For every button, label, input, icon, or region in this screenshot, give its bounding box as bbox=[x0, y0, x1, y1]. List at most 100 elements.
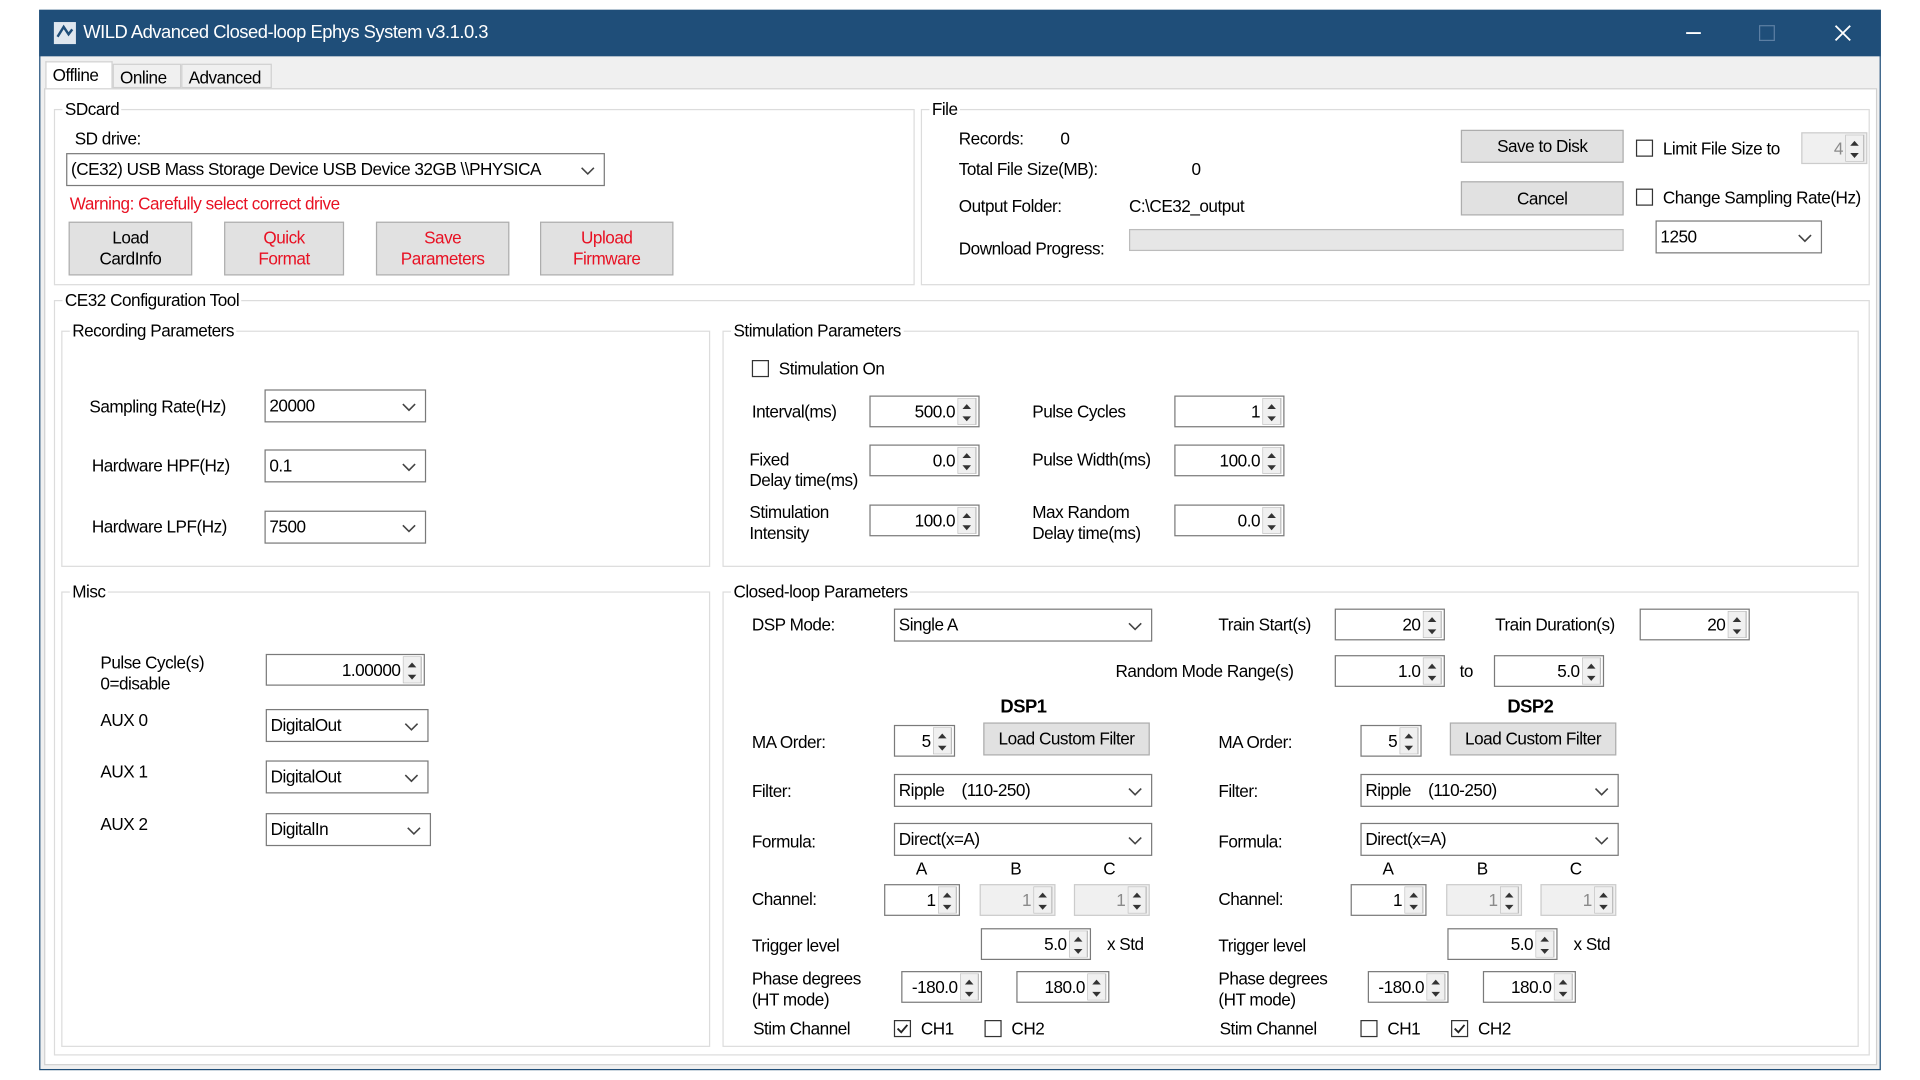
label: x Std bbox=[1106, 933, 1144, 954]
spin-value: 0.0 bbox=[1237, 510, 1261, 530]
label: Fixed Delay time(ms) bbox=[749, 448, 858, 490]
group-box bbox=[722, 591, 1859, 1047]
spin-box[interactable]: 1 bbox=[1174, 395, 1285, 428]
combo-box[interactable]: DigitalOut bbox=[265, 708, 429, 743]
combo-box[interactable]: 0.1 bbox=[264, 449, 427, 483]
spin-box[interactable]: 180.0 bbox=[1482, 971, 1576, 1003]
label: Formula: bbox=[1218, 830, 1283, 851]
button[interactable]: Load CardInfo bbox=[68, 221, 193, 276]
label: Random Mode Range(s) bbox=[1115, 660, 1294, 681]
spin-value: 1 bbox=[1488, 889, 1499, 910]
checkbox[interactable] bbox=[1635, 139, 1654, 157]
label: to bbox=[1459, 660, 1474, 681]
spin-box[interactable]: 1 bbox=[1540, 884, 1617, 916]
spin-value: 5 bbox=[921, 730, 932, 751]
button[interactable]: Upload Firmware bbox=[540, 221, 674, 276]
spin-box[interactable]: 4 bbox=[1801, 132, 1868, 165]
spin-box[interactable]: 1 bbox=[979, 884, 1056, 916]
label: Trigger level bbox=[1218, 934, 1306, 955]
spin-box[interactable]: 5 bbox=[893, 724, 956, 757]
combo-box[interactable]: DigitalIn bbox=[265, 813, 432, 847]
spin-value: 1 bbox=[1393, 889, 1403, 910]
checkbox[interactable] bbox=[1635, 188, 1654, 206]
spin-box[interactable]: 1.00000 bbox=[265, 653, 425, 686]
spin-box[interactable]: 1 bbox=[1350, 884, 1427, 916]
label: Total File Size(MB): bbox=[958, 158, 1098, 179]
label: SD drive: bbox=[74, 127, 142, 148]
button[interactable]: Load Custom Filter bbox=[983, 722, 1150, 756]
combo-box[interactable]: Direct(x=A) bbox=[893, 822, 1153, 856]
button[interactable]: Cancel bbox=[1460, 181, 1624, 216]
combo-text: Direct(x=A) bbox=[1365, 828, 1447, 849]
combo-box[interactable]: Direct(x=A) bbox=[1360, 822, 1619, 856]
combo-text: 0.1 bbox=[269, 455, 292, 476]
column-header: A bbox=[915, 857, 927, 878]
checkbox[interactable] bbox=[984, 1020, 1002, 1038]
spin-box[interactable]: 5 bbox=[1360, 724, 1422, 757]
combo-box[interactable]: (CE32) USB Mass Storage Device USB Devic… bbox=[66, 153, 605, 187]
label: Train Start(s) bbox=[1218, 614, 1311, 634]
spin-box[interactable]: 0.0 bbox=[1174, 504, 1285, 537]
combo-text: Ripple (110-250) bbox=[1365, 780, 1497, 800]
spin-value: 1 bbox=[1250, 401, 1261, 421]
spin-box[interactable]: 1 bbox=[884, 884, 961, 916]
spin-value: 1.0 bbox=[1398, 660, 1421, 681]
label: Hardware LPF(Hz) bbox=[91, 516, 228, 536]
label: Trigger level bbox=[751, 934, 840, 955]
button[interactable]: Save to Disk bbox=[1460, 129, 1624, 163]
checkbox[interactable] bbox=[751, 360, 769, 378]
button[interactable]: Load Custom Filter bbox=[1449, 722, 1617, 756]
label: AUX 1 bbox=[100, 761, 148, 781]
label: AUX 2 bbox=[100, 813, 148, 834]
label: Channel: bbox=[751, 888, 817, 908]
button[interactable]: Save Parameters bbox=[375, 221, 510, 276]
label: 0 bbox=[1191, 158, 1201, 179]
dsp-heading: DSP1 bbox=[1000, 696, 1047, 717]
label: Stimulation Intensity bbox=[749, 501, 829, 542]
spin-box[interactable]: 1 bbox=[1073, 884, 1150, 916]
checkbox[interactable] bbox=[893, 1020, 912, 1038]
spin-box[interactable]: 500.0 bbox=[869, 395, 980, 428]
checkbox-label: Limit File Size to bbox=[1662, 137, 1780, 158]
spin-box[interactable]: 1 bbox=[1446, 884, 1523, 916]
spin-box[interactable]: 20 bbox=[1639, 608, 1750, 641]
window-title: WILD Advanced Closed-loop Ephys System v… bbox=[83, 22, 489, 43]
button[interactable]: Quick Format bbox=[224, 221, 345, 276]
spin-box[interactable]: 5.0 bbox=[980, 928, 1092, 961]
combo-box[interactable]: Single A bbox=[893, 608, 1153, 642]
combo-text: (CE32) USB Mass Storage Device USB Devic… bbox=[71, 159, 541, 179]
label: Train Duration(s) bbox=[1495, 614, 1615, 634]
combo-box[interactable]: 1250 bbox=[1655, 220, 1823, 254]
combo-box[interactable]: 20000 bbox=[264, 389, 427, 423]
spin-box[interactable]: 5.0 bbox=[1447, 928, 1558, 961]
combo-box[interactable]: Ripple (110-250) bbox=[1360, 773, 1619, 807]
title-bar-icons bbox=[53, 22, 1851, 45]
label: Pulse Width(ms) bbox=[1032, 448, 1151, 469]
combo-box[interactable]: 7500 bbox=[264, 510, 427, 544]
tab[interactable]: Offline bbox=[45, 61, 113, 89]
tab[interactable]: Advanced bbox=[181, 63, 272, 89]
label: Records: bbox=[958, 127, 1024, 148]
checkbox-label: Stimulation On bbox=[778, 358, 885, 378]
checkbox[interactable] bbox=[1451, 1020, 1469, 1038]
tab[interactable]: Online bbox=[112, 63, 182, 89]
checkbox[interactable] bbox=[1360, 1020, 1378, 1038]
combo-box[interactable]: Ripple (110-250) bbox=[893, 773, 1153, 807]
spin-box[interactable]: 100.0 bbox=[1174, 444, 1285, 477]
close-button[interactable] bbox=[1834, 25, 1851, 42]
spin-value: 100.0 bbox=[1219, 450, 1261, 470]
spin-box[interactable]: 100.0 bbox=[869, 504, 980, 537]
spin-box[interactable]: 5.0 bbox=[1493, 655, 1605, 687]
spin-box[interactable]: 180.0 bbox=[1016, 971, 1110, 1003]
maximize-button[interactable] bbox=[1758, 25, 1775, 42]
spin-box[interactable]: -180.0 bbox=[901, 971, 983, 1003]
combo-box[interactable]: DigitalOut bbox=[265, 760, 429, 794]
spin-box[interactable]: 0.0 bbox=[869, 444, 980, 477]
spin-box[interactable]: -180.0 bbox=[1367, 971, 1449, 1003]
group-title: SDcard bbox=[62, 98, 122, 120]
label: Max Random Delay time(ms) bbox=[1032, 501, 1141, 542]
progress-bar bbox=[1128, 228, 1624, 252]
spin-box[interactable]: 1.0 bbox=[1334, 655, 1445, 687]
spin-box[interactable]: 20 bbox=[1334, 608, 1445, 641]
